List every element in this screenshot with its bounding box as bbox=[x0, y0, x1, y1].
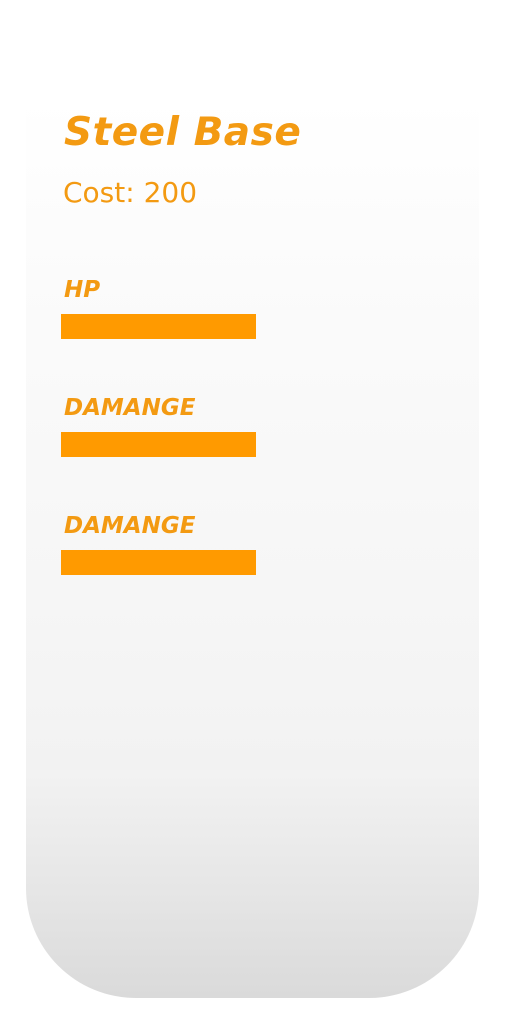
stat-hp: HP bbox=[61, 276, 321, 339]
stat-bar-hp bbox=[61, 314, 256, 339]
stat-damage-2: DAMANGE bbox=[61, 512, 321, 575]
stat-bar-fill-hp bbox=[61, 314, 256, 339]
stat-bar-fill-damage-2 bbox=[61, 550, 256, 575]
stat-damage-1: DAMANGE bbox=[61, 394, 321, 457]
unit-card: Steel Base Cost: 200 HP DAMANGE DAMANGE bbox=[26, 98, 479, 998]
stat-label-hp: HP bbox=[64, 277, 101, 303]
unit-title: Steel Base bbox=[64, 110, 302, 155]
unit-cost: Cost: 200 bbox=[63, 176, 198, 209]
stat-label-damage-2: DAMANGE bbox=[64, 513, 196, 539]
stat-bar-fill-damage-1 bbox=[61, 432, 256, 457]
stat-label-damage-1: DAMANGE bbox=[64, 395, 196, 421]
stat-bar-damage-2 bbox=[61, 550, 256, 575]
stat-bar-damage-1 bbox=[61, 432, 256, 457]
